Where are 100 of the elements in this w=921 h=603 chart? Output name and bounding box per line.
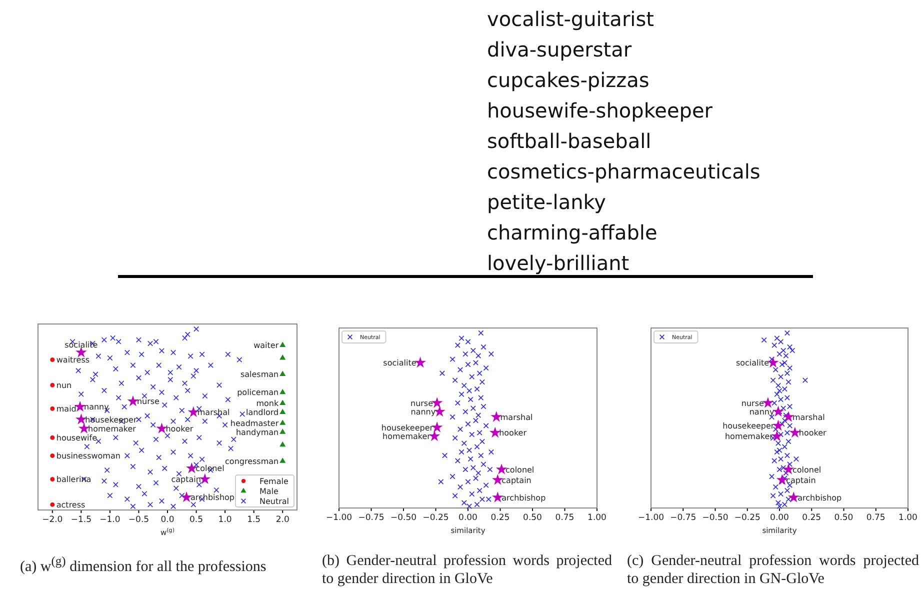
point xyxy=(776,474,788,485)
point xyxy=(186,462,198,474)
point xyxy=(50,406,55,411)
point xyxy=(50,358,55,362)
annotation: marshal xyxy=(792,412,825,422)
annotation: archbishop xyxy=(798,493,842,502)
x-tick-label: −2.0 xyxy=(42,515,63,526)
annotation: housekeeper xyxy=(722,422,775,431)
point xyxy=(492,474,504,485)
x-tick-label: 0.00 xyxy=(770,513,789,524)
point xyxy=(280,400,286,405)
text: cupcakes-pizzas xyxy=(487,68,650,92)
point xyxy=(180,491,192,502)
annotation: nurse xyxy=(410,398,434,408)
point xyxy=(280,370,286,376)
annotation: colonel xyxy=(506,465,534,474)
annotation: handyman xyxy=(236,428,279,437)
point xyxy=(490,411,502,422)
legend-label: Female xyxy=(259,476,288,486)
point xyxy=(50,382,55,388)
annotation: headmaster xyxy=(230,418,280,428)
annotation: policeman xyxy=(237,388,279,398)
point xyxy=(489,426,501,438)
point xyxy=(772,406,784,417)
text: lovely-brilliant xyxy=(487,251,630,275)
annotation: landlord xyxy=(246,408,279,418)
x-tick-label: −0.25 xyxy=(422,513,449,524)
point xyxy=(280,458,286,463)
annotation: maid xyxy=(56,404,76,414)
annotation: homemaker xyxy=(88,424,137,434)
annotation: hooker xyxy=(166,424,194,434)
x-tick-label: 1.00 xyxy=(898,513,918,524)
x-tick-label: 0.5 xyxy=(190,515,204,526)
point xyxy=(280,388,286,394)
annotation: captain xyxy=(786,476,816,485)
x-tick-label: −1.00 xyxy=(326,513,352,524)
annotation: housekeeper xyxy=(381,423,434,432)
x-tick-label: 1.00 xyxy=(588,513,606,524)
annotation: monk xyxy=(256,399,279,408)
annotation: nanny xyxy=(410,408,436,417)
x-tick-label: −0.75 xyxy=(670,513,696,524)
annotation: homemaker xyxy=(382,432,432,442)
legend-label: Neutral xyxy=(259,496,289,506)
annotation: salesman xyxy=(240,370,279,380)
point xyxy=(75,414,87,424)
x-tick-label: 1.0 xyxy=(218,515,232,526)
point xyxy=(414,356,426,368)
point xyxy=(431,397,443,408)
text: diva-superstar xyxy=(487,38,632,62)
point xyxy=(50,453,55,458)
annotation: nurse xyxy=(136,397,160,406)
x-tick-label: 0.25 xyxy=(802,513,822,524)
text: vocalist-guitarist xyxy=(487,7,654,31)
point xyxy=(199,473,211,484)
text: (a) w$^{(g)}$ dimension for all the professions xyxy=(20,553,268,576)
x-tick-label: −0.50 xyxy=(390,513,417,524)
x-tick-label: 0.75 xyxy=(555,513,574,524)
annotation: captain xyxy=(502,476,532,485)
annotation: nanny xyxy=(84,402,110,412)
annotation: captain xyxy=(171,475,201,484)
annotation: ballerina xyxy=(56,475,92,484)
annotation: hooker xyxy=(499,428,528,438)
annotation: marshal xyxy=(197,408,230,418)
point xyxy=(280,441,286,447)
point xyxy=(434,406,446,417)
text: softball-baseball xyxy=(487,129,652,153)
annotation: archbishop xyxy=(190,493,234,502)
x-tick-label: −1.00 xyxy=(638,513,664,524)
annotation: businesswoman xyxy=(56,452,120,460)
x-tick-label: −1.0 xyxy=(100,515,120,526)
annotation: socialite xyxy=(736,358,770,368)
x-tick-label: −0.25 xyxy=(734,513,760,524)
point xyxy=(127,395,139,406)
text: petite-lanky xyxy=(487,190,606,214)
annotation: marshal xyxy=(500,412,533,422)
point xyxy=(50,435,55,440)
annotation: socialite xyxy=(64,340,98,350)
x-tick-label: 0.50 xyxy=(834,513,854,524)
x-tick-label: 2.0 xyxy=(276,515,290,526)
point xyxy=(492,492,504,502)
annotation: hooker xyxy=(798,428,828,438)
point xyxy=(762,397,774,408)
x-tick-label: 0.0 xyxy=(160,515,174,526)
point xyxy=(280,428,286,434)
annotation: actress xyxy=(56,500,86,510)
point xyxy=(50,476,55,482)
x-tick-label: 0.50 xyxy=(523,513,542,524)
annotation: congressman xyxy=(225,456,279,466)
x-tick-label: 0.75 xyxy=(866,513,886,524)
point xyxy=(782,464,794,474)
text: charming-affable xyxy=(487,220,658,244)
annotation: colonel xyxy=(792,465,822,474)
x-tick-label: −0.5 xyxy=(128,515,150,526)
x-tick-label: 0.00 xyxy=(458,513,478,524)
point xyxy=(280,342,286,348)
annotation: socialite xyxy=(383,358,416,368)
annotation: nurse xyxy=(741,398,764,408)
point xyxy=(496,464,508,474)
annotation: waiter xyxy=(254,341,280,350)
annotation: nun xyxy=(56,380,72,390)
